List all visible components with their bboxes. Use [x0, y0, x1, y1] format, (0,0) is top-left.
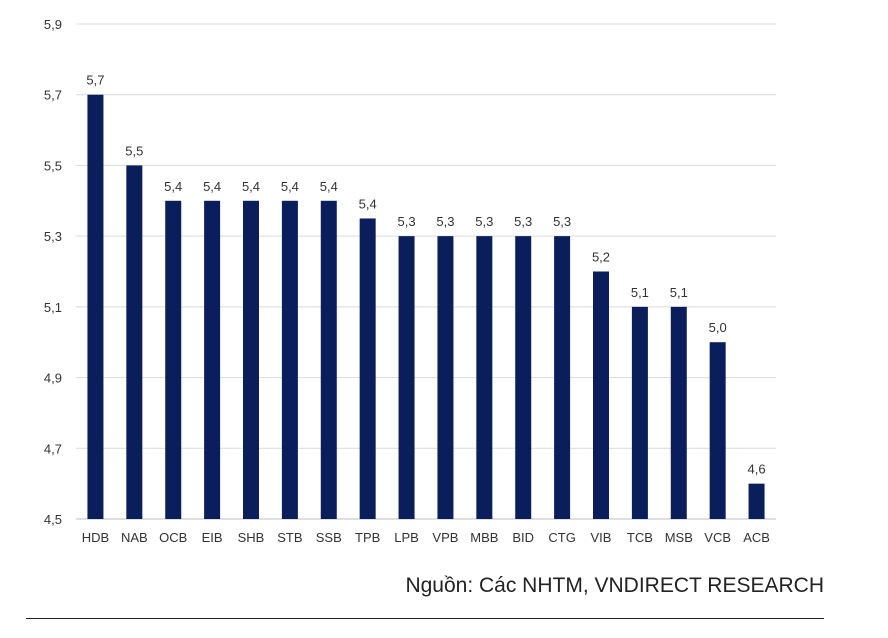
x-tick-label: LPB — [394, 530, 419, 545]
x-tick-label: EIB — [202, 530, 223, 545]
data-label: 4,6 — [748, 462, 766, 477]
data-label: 5,1 — [631, 285, 649, 300]
bar-vpb — [437, 236, 454, 519]
bar-vib — [593, 271, 609, 519]
y-tick-label: 4,5 — [44, 512, 62, 527]
y-tick-label: 5,9 — [44, 17, 62, 32]
x-axis-ticks: HDB NAB OCB EIB SHB STB SSB TPB LPB VPB MBB BID CTG V… — [82, 530, 770, 545]
y-tick-label: 5,3 — [44, 229, 62, 244]
bar-eib — [204, 200, 221, 520]
x-tick-label: OCB — [159, 530, 187, 545]
bar-nab — [126, 165, 143, 519]
bar-mbb — [476, 236, 493, 519]
data-label: 5,4 — [281, 179, 299, 194]
x-tick-label: SSB — [316, 530, 342, 545]
bar-ctg — [554, 236, 571, 519]
x-tick-label: SHB — [238, 530, 265, 545]
x-tick-label: TPB — [355, 530, 380, 545]
data-label: 5,4 — [242, 179, 260, 194]
divider — [26, 618, 824, 619]
y-tick-label: 4,7 — [44, 441, 62, 456]
data-label: 5,3 — [475, 214, 493, 229]
x-tick-label: VCB — [704, 530, 731, 545]
bar-acb — [748, 483, 765, 519]
x-tick-label: CTG — [548, 530, 575, 545]
data-label: 5,5 — [125, 143, 143, 158]
x-tick-label: NAB — [121, 530, 148, 545]
y-tick-label: 5,5 — [44, 158, 62, 173]
bar-vcb — [709, 342, 726, 519]
bar-chart: 4,5 4,7 4,9 5,1 5,3 5,5 5,7 5,9 5,7 5,5 5,4 5,4 5,4… — [44, 17, 776, 545]
x-tick-label: STB — [277, 530, 302, 545]
bar-bid — [515, 236, 532, 519]
bar-msb — [670, 306, 687, 519]
data-label: 5,7 — [86, 73, 104, 88]
bars — [87, 94, 765, 520]
data-label: 5,2 — [592, 250, 610, 265]
source-note: Nguồn: Các NHTM, VNDIRECT RESEARCH — [405, 574, 824, 597]
bar-tcb — [631, 306, 648, 519]
bar-stb — [281, 200, 298, 520]
x-tick-label: MSB — [665, 530, 693, 545]
x-tick-label: ACB — [743, 530, 770, 545]
bar-hdb — [87, 94, 104, 519]
x-tick-label: BID — [512, 530, 534, 545]
data-label: 5,3 — [514, 214, 532, 229]
data-label: 5,4 — [203, 179, 221, 194]
bar-tpb — [359, 218, 376, 519]
data-label: 5,3 — [436, 214, 454, 229]
data-label: 5,4 — [359, 196, 377, 211]
data-label: 5,3 — [398, 214, 416, 229]
bar-ssb — [320, 200, 337, 520]
grid-lines — [76, 23, 776, 520]
x-tick-label: VPB — [432, 530, 458, 545]
y-tick-label: 5,7 — [44, 88, 62, 103]
bar-lpb — [398, 236, 415, 519]
x-tick-label: VIB — [591, 530, 612, 545]
data-label: 5,4 — [320, 179, 338, 194]
x-tick-label: MBB — [470, 530, 498, 545]
x-tick-label: HDB — [82, 530, 109, 545]
data-label: 5,1 — [670, 285, 688, 300]
y-tick-label: 4,9 — [44, 371, 62, 386]
bar-shb — [243, 200, 259, 520]
bar-ocb — [165, 200, 182, 520]
data-labels: 5,7 5,5 5,4 5,4 5,4 5,4 5,4 5,4 5,3 5,3 5,3 5,3 5,3 5… — [86, 73, 765, 477]
x-tick-label: TCB — [627, 530, 653, 545]
y-axis-ticks: 4,5 4,7 4,9 5,1 5,3 5,5 5,7 5,9 — [44, 17, 62, 527]
data-label: 5,0 — [709, 320, 727, 335]
y-tick-label: 5,1 — [44, 300, 62, 315]
data-label: 5,3 — [553, 214, 571, 229]
data-label: 5,4 — [164, 179, 182, 194]
